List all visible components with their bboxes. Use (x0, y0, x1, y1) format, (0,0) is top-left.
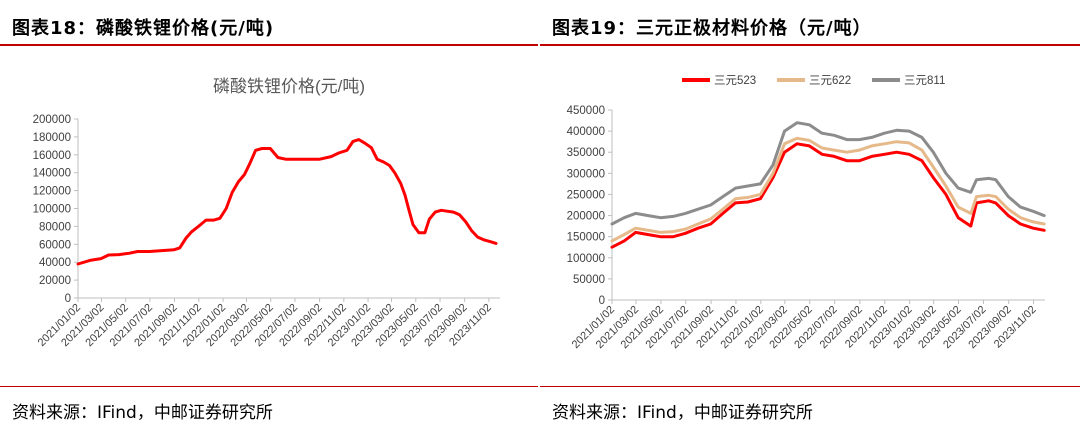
legend-label: 三元622 (809, 75, 851, 87)
series-line-三元622 (610, 136, 1046, 243)
left-panel: 图表18：磷酸铁锂价格(元/吨) 磷酸铁锂价格(元/吨) 0 20000 40000 6… (0, 0, 538, 427)
y-tick-label: 400000 (567, 126, 605, 138)
ternary-price-chart: 0 50000 100000 150000 200000 250000 300000 3500… (567, 75, 1046, 351)
source-rule (540, 386, 1080, 387)
y-tick-label: 150000 (567, 232, 605, 244)
legend-label: 三元523 (714, 75, 756, 87)
y-tick-label: 180000 (33, 132, 71, 144)
y-tick-label: 450000 (567, 105, 605, 117)
series-line-series-1 (76, 138, 498, 266)
y-tick-label: 40000 (39, 257, 71, 269)
y-tick-label: 50000 (573, 274, 605, 286)
y-tick-label: 80000 (39, 221, 71, 233)
figure-title: 图表18：磷酸铁锂价格(元/吨) (12, 18, 275, 39)
y-tick-label: 100000 (33, 204, 71, 216)
figure-title: 图表19：三元正极材料价格（元/吨） (552, 18, 872, 39)
y-tick-label: 120000 (33, 186, 71, 198)
y-tick-label: 20000 (39, 275, 71, 287)
title-rule (540, 44, 1080, 46)
right-panel: 图表19：三元正极材料价格（元/吨） 0 50000 100000 150000 200… (540, 0, 1080, 427)
y-tick-label: 140000 (33, 168, 71, 180)
y-tick-label: 350000 (567, 147, 605, 159)
series-line-三元811 (610, 121, 1046, 226)
source-note: 资料来源：IFind，中邮证券研究所 (552, 403, 813, 423)
y-tick-label: 100000 (567, 253, 605, 265)
y-tick-label: 200000 (567, 211, 605, 223)
lfp-price-chart: 磷酸铁锂价格(元/吨) 0 20000 40000 60000 80000 100000 12… (33, 77, 500, 349)
y-tick-label: 160000 (33, 150, 71, 162)
y-tick-label: 0 (65, 293, 71, 305)
source-note: 资料来源：IFind，中邮证券研究所 (12, 403, 273, 423)
series-line-三元523 (610, 142, 1046, 249)
y-tick-label: 250000 (567, 189, 605, 201)
y-tick-label: 0 (599, 295, 605, 307)
legend-label: 三元811 (904, 75, 945, 87)
y-tick-label: 300000 (567, 168, 605, 180)
source-rule (0, 386, 538, 387)
y-tick-label: 200000 (33, 114, 71, 126)
y-tick-label: 60000 (39, 239, 71, 251)
title-rule (0, 44, 538, 46)
chart-title: 磷酸铁锂价格(元/吨) (213, 77, 365, 96)
